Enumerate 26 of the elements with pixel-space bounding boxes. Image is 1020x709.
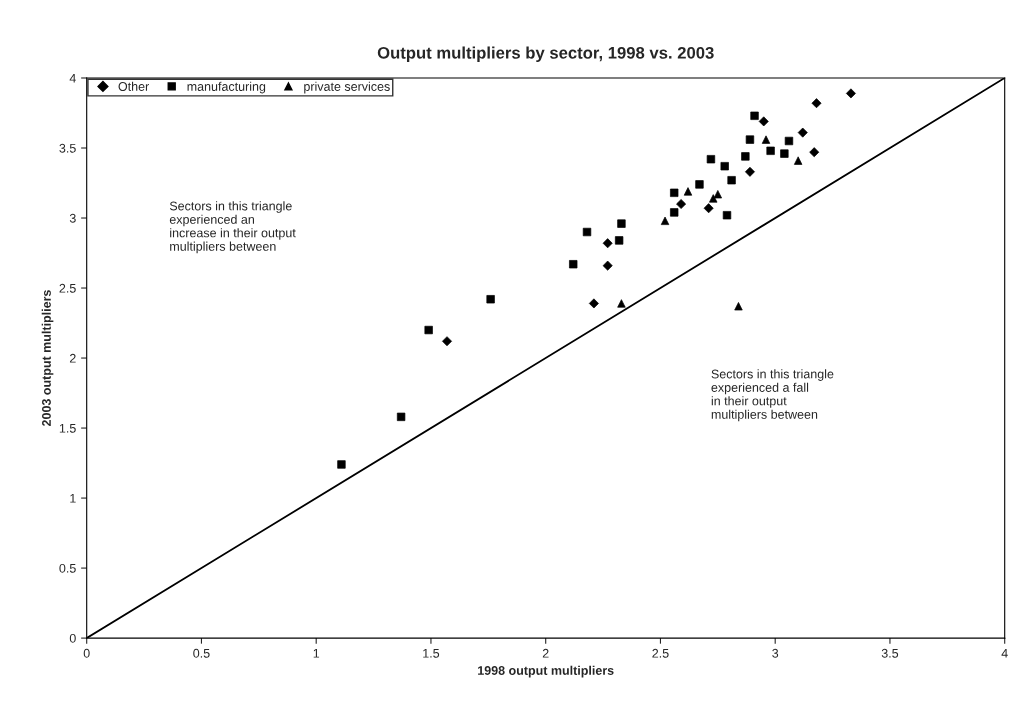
y-tick-label: 4 [69, 73, 76, 83]
legend-label: manufacturing [187, 81, 266, 94]
legend-label: private services [304, 81, 390, 94]
annotation: Sectors in this triangle experienced a fall in their output multipliers between [711, 369, 834, 422]
y-tick-label: 2.5 [59, 283, 76, 293]
x-tick-label: 3.5 [881, 648, 899, 658]
chart-title: Output multipliers by sector, 1998 vs. 2003 [377, 46, 714, 62]
legend-label: Other [118, 81, 149, 91]
y-tick-label: 1.5 [59, 423, 76, 433]
y-tick-label: 3 [69, 213, 76, 223]
x-axis-title: 1998 output multipliers [478, 665, 614, 678]
y-tick-label: 0.5 [59, 563, 76, 573]
x-tick-label: 2 [542, 648, 549, 658]
x-tick-label: 2.5 [652, 648, 669, 658]
y-tick-label: 2 [69, 353, 76, 363]
y-tick-label: 0 [69, 633, 76, 643]
x-tick-label: 1.5 [423, 648, 440, 658]
y-tick-label: 1 [70, 494, 76, 503]
y-tick-label: 3.5 [59, 143, 76, 153]
x-tick-label: 4 [1001, 648, 1008, 658]
x-tick-label: 3 [772, 648, 779, 658]
x-tick-label: 0 [83, 648, 90, 658]
x-tick-label: 1 [313, 648, 320, 658]
annotation: Sectors in this triangle experienced an increase in their output multipliers between [169, 201, 296, 254]
y-axis-title: 2003 output multipliers [41, 290, 54, 427]
x-tick-label: 0.5 [193, 648, 210, 658]
